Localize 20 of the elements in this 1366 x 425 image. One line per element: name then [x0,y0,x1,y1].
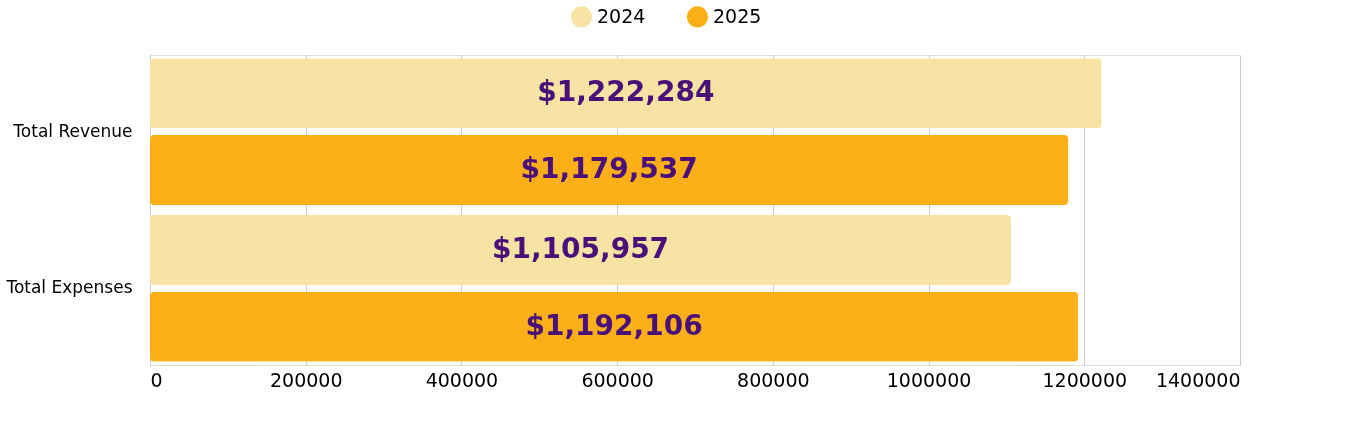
x-tick-label: 1400000 [1155,368,1241,391]
x-tick-label: 800000 [737,368,810,391]
x-tick-label: 200000 [269,368,343,391]
bar [150,214,1012,285]
y-tick-label: Total Expenses [5,277,133,298]
x-tick-label: 1200000 [1042,368,1128,391]
data-label: $1,192,106 [525,308,703,342]
bar [150,291,1079,362]
x-tick-label: 0 [150,368,163,391]
x-tick-label: 600000 [581,368,654,391]
x-tick-label: 1000000 [886,368,972,391]
legend-label: 2025 [713,4,762,27]
data-label: $1,105,957 [491,231,670,265]
bar [150,58,1102,129]
data-label: $1,179,537 [520,152,698,186]
legend-label: 2024 [597,4,646,27]
bar [150,135,1069,206]
data-label: $1,222,284 [537,75,715,109]
y-tick-label: Total Revenue [12,120,133,141]
x-tick-label: 400000 [425,368,499,391]
